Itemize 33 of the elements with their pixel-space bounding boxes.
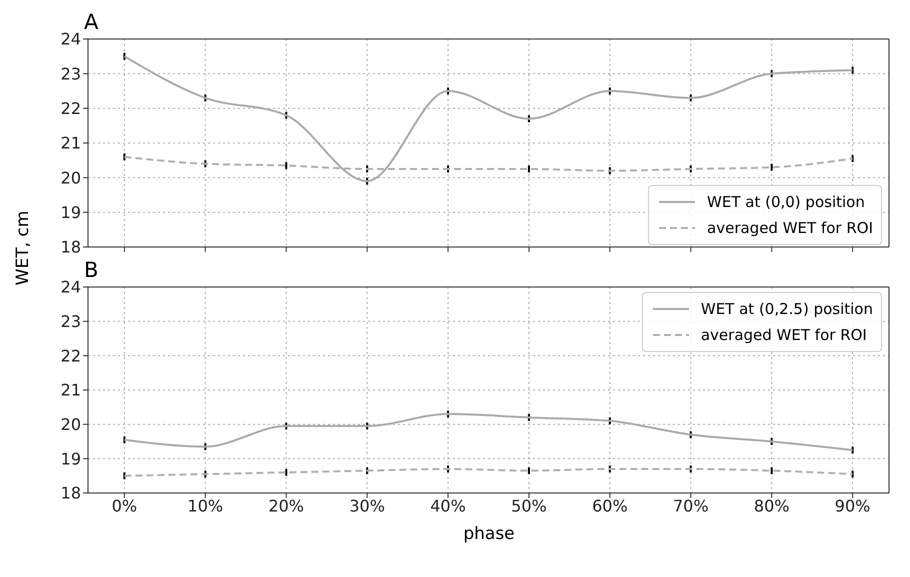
y-tick-label: 23 — [60, 312, 81, 332]
y-axis-title: WET, cm — [13, 210, 33, 288]
x-axis-title: phase — [462, 524, 516, 544]
x-tick-label: 10% — [188, 496, 224, 516]
y-tick-label: 20 — [60, 415, 81, 434]
x-tick-label: 50% — [511, 496, 547, 516]
y-tick-label: 22 — [60, 346, 81, 366]
x-tick-label: 40% — [430, 496, 466, 516]
y-tick-label: 21 — [60, 380, 81, 400]
y-tick-label: 19 — [60, 203, 81, 222]
legend-label: WET at (0,0) position — [707, 192, 865, 213]
x-tick-label: 20% — [268, 496, 304, 516]
x-tick-label: 60% — [592, 496, 628, 516]
y-tick-label: 22 — [60, 99, 81, 118]
x-tick-label: 80% — [754, 496, 790, 516]
chart-title: A — [84, 10, 98, 34]
x-tick-label: 90% — [834, 496, 870, 516]
legend-label: WET at (0,2.5) position — [700, 299, 873, 320]
x-tick-label: 0% — [112, 496, 138, 516]
y-tick-label: 24 — [60, 30, 81, 49]
y-tick-label: 23 — [60, 64, 81, 84]
chart-title: B — [84, 258, 98, 282]
x-tick-label: 30% — [349, 496, 385, 516]
y-tick-label: 19 — [60, 449, 81, 468]
line-series — [123, 468, 854, 477]
legend-label: averaged WET for ROI — [707, 218, 873, 239]
y-tick-label: 18 — [60, 238, 81, 257]
x-tick-label: 70% — [672, 496, 709, 516]
legend-label: averaged WET for ROI — [700, 325, 867, 346]
y-tick-label: 21 — [60, 134, 81, 153]
y-tick-label: 24 — [60, 278, 81, 297]
y-tick-label: 20 — [60, 168, 81, 188]
y-tick-label: 18 — [60, 484, 81, 503]
